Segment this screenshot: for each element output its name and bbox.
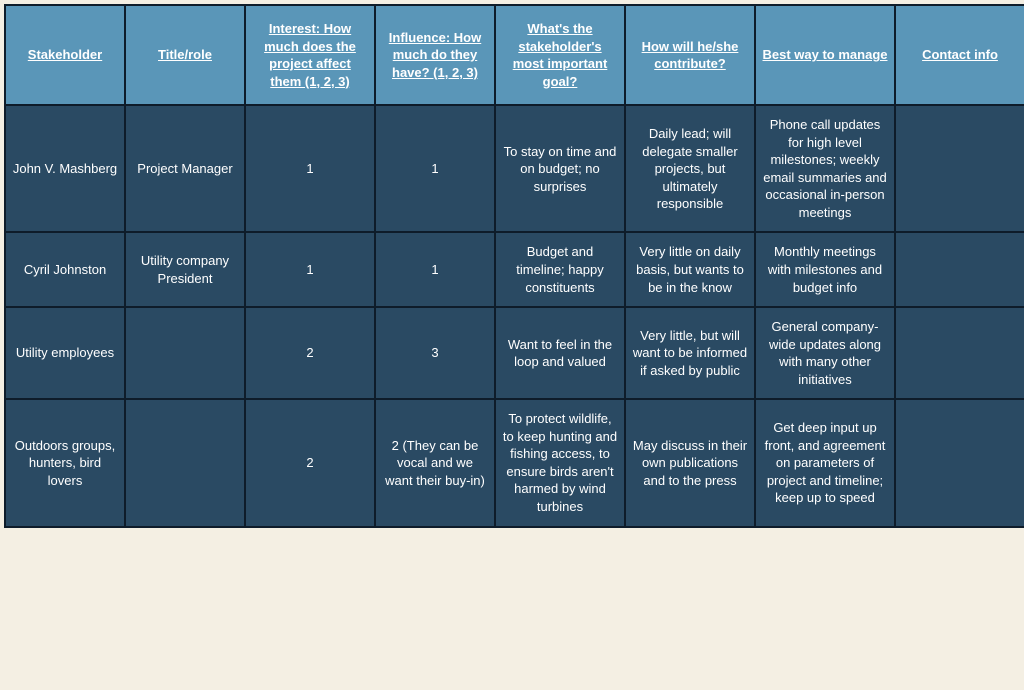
cell-contribute: May discuss in their own publications an… — [625, 399, 755, 526]
cell-goal: Want to feel in the loop and valued — [495, 307, 625, 399]
col-header-role: Title/role — [125, 5, 245, 105]
col-header-goal: What's the stakeholder's most important … — [495, 5, 625, 105]
table-body: John V. Mashberg Project Manager 1 1 To … — [5, 105, 1024, 526]
table-row: John V. Mashberg Project Manager 1 1 To … — [5, 105, 1024, 232]
col-header-influence: Influence: How much do they have? (1, 2,… — [375, 5, 495, 105]
cell-manage: Get deep input up front, and agreement o… — [755, 399, 895, 526]
cell-contact — [895, 399, 1024, 526]
cell-role — [125, 399, 245, 526]
cell-goal: To stay on time and on budget; no surpri… — [495, 105, 625, 232]
cell-contact — [895, 307, 1024, 399]
cell-influence: 3 — [375, 307, 495, 399]
cell-interest: 2 — [245, 307, 375, 399]
col-header-stakeholder: Stakeholder — [5, 5, 125, 105]
cell-role — [125, 307, 245, 399]
cell-influence: 1 — [375, 232, 495, 307]
col-header-contribute: How will he/she contribute? — [625, 5, 755, 105]
cell-influence: 1 — [375, 105, 495, 232]
cell-manage: General company-wide updates along with … — [755, 307, 895, 399]
cell-contribute: Daily lead; will delegate smaller projec… — [625, 105, 755, 232]
table-header: Stakeholder Title/role Interest: How muc… — [5, 5, 1024, 105]
col-header-manage: Best way to manage — [755, 5, 895, 105]
header-row: Stakeholder Title/role Interest: How muc… — [5, 5, 1024, 105]
cell-contribute: Very little, but will want to be informe… — [625, 307, 755, 399]
cell-stakeholder: Utility employees — [5, 307, 125, 399]
stakeholder-table: Stakeholder Title/role Interest: How muc… — [4, 4, 1024, 528]
cell-contact — [895, 232, 1024, 307]
table-row: Cyril Johnston Utility company President… — [5, 232, 1024, 307]
col-header-contact: Contact info — [895, 5, 1024, 105]
cell-role: Project Manager — [125, 105, 245, 232]
cell-contribute: Very little on daily basis, but wants to… — [625, 232, 755, 307]
cell-role: Utility company President — [125, 232, 245, 307]
cell-goal: Budget and timeline; happy constituents — [495, 232, 625, 307]
cell-stakeholder: Cyril Johnston — [5, 232, 125, 307]
cell-stakeholder: John V. Mashberg — [5, 105, 125, 232]
cell-influence: 2 (They can be vocal and we want their b… — [375, 399, 495, 526]
col-header-interest: Interest: How much does the project affe… — [245, 5, 375, 105]
cell-manage: Phone call updates for high level milest… — [755, 105, 895, 232]
cell-manage: Monthly meetings with milestones and bud… — [755, 232, 895, 307]
cell-interest: 1 — [245, 232, 375, 307]
cell-stakeholder: Outdoors groups, hunters, bird lovers — [5, 399, 125, 526]
cell-interest: 1 — [245, 105, 375, 232]
cell-goal: To protect wildlife, to keep hunting and… — [495, 399, 625, 526]
table-row: Outdoors groups, hunters, bird lovers 2 … — [5, 399, 1024, 526]
cell-contact — [895, 105, 1024, 232]
table-row: Utility employees 2 3 Want to feel in th… — [5, 307, 1024, 399]
cell-interest: 2 — [245, 399, 375, 526]
